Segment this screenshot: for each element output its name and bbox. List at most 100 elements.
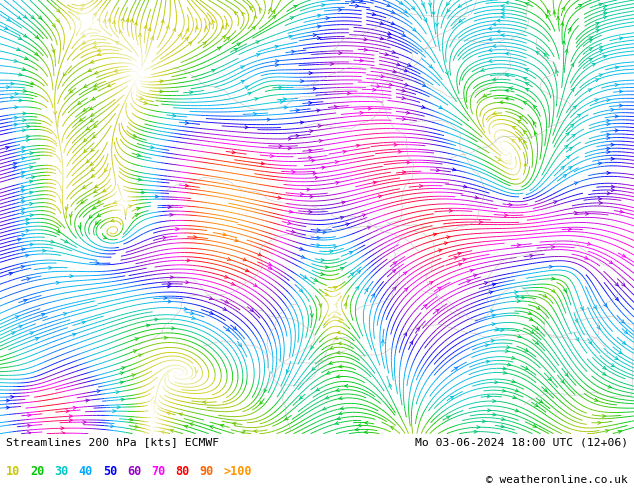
- FancyArrowPatch shape: [316, 388, 320, 391]
- FancyArrowPatch shape: [619, 351, 622, 354]
- FancyArrowPatch shape: [92, 97, 95, 100]
- FancyArrowPatch shape: [322, 166, 325, 169]
- FancyArrowPatch shape: [399, 1, 403, 4]
- FancyArrowPatch shape: [250, 308, 254, 312]
- FancyArrowPatch shape: [221, 26, 224, 29]
- FancyArrowPatch shape: [489, 49, 492, 51]
- FancyArrowPatch shape: [467, 280, 470, 283]
- FancyArrowPatch shape: [289, 210, 292, 213]
- FancyArrowPatch shape: [611, 185, 614, 188]
- FancyArrowPatch shape: [624, 330, 628, 334]
- FancyArrowPatch shape: [505, 1, 508, 4]
- FancyArrowPatch shape: [148, 28, 151, 31]
- FancyArrowPatch shape: [439, 249, 442, 252]
- FancyArrowPatch shape: [505, 74, 508, 77]
- FancyArrowPatch shape: [23, 119, 26, 122]
- FancyArrowPatch shape: [237, 43, 240, 46]
- FancyArrowPatch shape: [596, 26, 599, 29]
- FancyArrowPatch shape: [493, 78, 496, 81]
- FancyArrowPatch shape: [271, 154, 274, 157]
- FancyArrowPatch shape: [408, 64, 411, 66]
- FancyArrowPatch shape: [380, 37, 384, 40]
- FancyArrowPatch shape: [501, 425, 504, 428]
- FancyArrowPatch shape: [84, 84, 87, 87]
- FancyArrowPatch shape: [487, 395, 490, 398]
- FancyArrowPatch shape: [437, 287, 441, 290]
- FancyArrowPatch shape: [226, 37, 230, 40]
- FancyArrowPatch shape: [36, 338, 39, 341]
- FancyArrowPatch shape: [22, 68, 25, 71]
- FancyArrowPatch shape: [403, 118, 406, 121]
- FancyArrowPatch shape: [35, 35, 39, 39]
- FancyArrowPatch shape: [372, 294, 375, 297]
- FancyArrowPatch shape: [248, 92, 251, 95]
- FancyArrowPatch shape: [622, 283, 625, 286]
- FancyArrowPatch shape: [602, 366, 606, 369]
- Text: 50: 50: [103, 465, 117, 478]
- FancyArrowPatch shape: [602, 415, 605, 417]
- FancyArrowPatch shape: [279, 145, 282, 148]
- FancyArrowPatch shape: [377, 85, 380, 88]
- FancyArrowPatch shape: [330, 250, 333, 253]
- FancyArrowPatch shape: [422, 84, 425, 86]
- FancyArrowPatch shape: [301, 121, 304, 124]
- FancyArrowPatch shape: [458, 252, 461, 255]
- FancyArrowPatch shape: [6, 86, 10, 89]
- FancyArrowPatch shape: [153, 400, 156, 404]
- FancyArrowPatch shape: [313, 172, 316, 175]
- FancyArrowPatch shape: [151, 37, 153, 40]
- FancyArrowPatch shape: [406, 111, 410, 114]
- FancyArrowPatch shape: [184, 307, 187, 310]
- FancyArrowPatch shape: [103, 189, 107, 192]
- FancyArrowPatch shape: [313, 33, 316, 37]
- FancyArrowPatch shape: [340, 268, 344, 270]
- FancyArrowPatch shape: [574, 182, 578, 185]
- FancyArrowPatch shape: [91, 174, 95, 177]
- FancyArrowPatch shape: [185, 37, 188, 41]
- FancyArrowPatch shape: [195, 26, 198, 29]
- FancyArrowPatch shape: [475, 196, 478, 199]
- FancyArrowPatch shape: [6, 147, 9, 149]
- FancyArrowPatch shape: [14, 123, 17, 126]
- FancyArrowPatch shape: [168, 206, 171, 209]
- FancyArrowPatch shape: [513, 396, 516, 398]
- FancyArrowPatch shape: [493, 45, 496, 48]
- FancyArrowPatch shape: [533, 122, 536, 125]
- FancyArrowPatch shape: [515, 409, 519, 412]
- FancyArrowPatch shape: [505, 349, 508, 352]
- FancyArrowPatch shape: [381, 340, 384, 343]
- FancyArrowPatch shape: [526, 83, 529, 85]
- FancyArrowPatch shape: [385, 53, 388, 56]
- FancyArrowPatch shape: [517, 299, 521, 303]
- FancyArrowPatch shape: [120, 381, 124, 384]
- FancyArrowPatch shape: [317, 37, 321, 40]
- FancyArrowPatch shape: [318, 25, 321, 28]
- FancyArrowPatch shape: [29, 191, 33, 194]
- FancyArrowPatch shape: [9, 272, 13, 275]
- FancyArrowPatch shape: [164, 336, 167, 339]
- FancyArrowPatch shape: [233, 326, 236, 330]
- FancyArrowPatch shape: [571, 124, 574, 127]
- FancyArrowPatch shape: [90, 162, 94, 166]
- FancyArrowPatch shape: [186, 281, 189, 284]
- FancyArrowPatch shape: [422, 2, 424, 6]
- FancyArrowPatch shape: [126, 19, 129, 22]
- FancyArrowPatch shape: [41, 313, 45, 316]
- FancyArrowPatch shape: [515, 295, 519, 298]
- FancyArrowPatch shape: [562, 41, 566, 44]
- FancyArrowPatch shape: [604, 16, 607, 19]
- FancyArrowPatch shape: [402, 33, 405, 36]
- FancyArrowPatch shape: [608, 385, 611, 388]
- FancyArrowPatch shape: [615, 357, 618, 360]
- FancyArrowPatch shape: [190, 423, 193, 426]
- FancyArrowPatch shape: [245, 86, 248, 89]
- FancyArrowPatch shape: [73, 406, 76, 409]
- FancyArrowPatch shape: [607, 150, 610, 153]
- FancyArrowPatch shape: [333, 287, 337, 290]
- FancyArrowPatch shape: [91, 113, 94, 116]
- FancyArrowPatch shape: [19, 325, 22, 328]
- FancyArrowPatch shape: [28, 414, 31, 416]
- FancyArrowPatch shape: [53, 112, 56, 115]
- FancyArrowPatch shape: [595, 99, 598, 102]
- FancyArrowPatch shape: [93, 87, 97, 90]
